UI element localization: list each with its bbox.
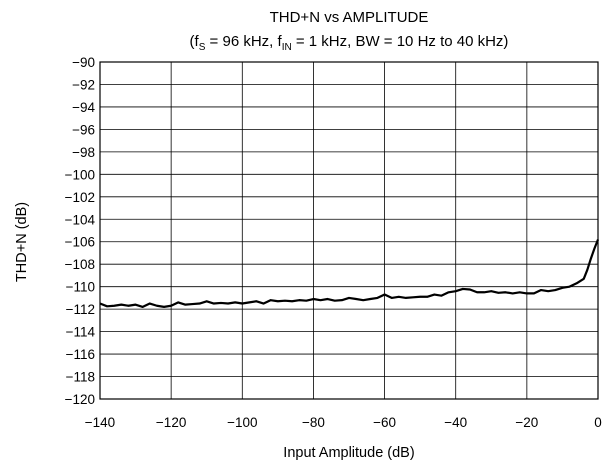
y-tick-label: −96 [72, 122, 95, 137]
x-tick-label: −60 [373, 415, 396, 430]
subtitle-fin-subscript: IN [282, 42, 292, 53]
x-tick-label: −20 [515, 415, 538, 430]
subtitle-open: (f [190, 33, 200, 50]
y-tick-labels: −90 −92 −94 −96 −98 −100 −102 −104 −106 −108 −110 −… [65, 55, 96, 407]
y-tick-label: −92 [72, 77, 95, 92]
y-tick-label: −108 [65, 257, 95, 272]
y-tick-label: −110 [66, 280, 95, 295]
plot-frame [99, 61, 599, 400]
y-axis-label: THD+N (dB) [14, 202, 30, 282]
x-tick-label: −140 [85, 415, 115, 430]
series-line [99, 239, 600, 308]
y-tick-label: −98 [72, 145, 95, 160]
x-tick-label: −100 [227, 415, 257, 430]
y-tick-label: −116 [66, 347, 95, 362]
x-tick-labels: −140 −120 −100 −80 −60 −40 −20 0 [85, 415, 602, 430]
y-tick-label: −120 [65, 392, 95, 407]
series-layer [99, 239, 600, 308]
x-tick-label: −80 [302, 415, 325, 430]
y-tick-label: −104 [65, 212, 96, 227]
y-tick-label: −90 [72, 55, 95, 70]
x-tick-label: −40 [444, 415, 467, 430]
grid [99, 61, 599, 400]
chart-title: THD+N vs AMPLITUDE [270, 9, 429, 26]
subtitle-fs-subscript: S [199, 42, 206, 53]
y-tick-label: −106 [65, 235, 95, 250]
y-tick-label: −118 [66, 370, 95, 385]
subtitle-part1: = 96 kHz, f [205, 33, 282, 50]
y-tick-label: −100 [65, 167, 95, 182]
y-tick-label: −114 [66, 325, 96, 340]
chart-subtitle: (fS = 96 kHz, fIN = 1 kHz, BW = 10 Hz to… [190, 33, 509, 53]
y-tick-label: −102 [65, 190, 95, 205]
subtitle-part2: = 1 kHz, BW = 10 Hz to 40 kHz) [292, 33, 509, 50]
x-tick-label: 0 [594, 415, 602, 430]
x-axis-label: Input Amplitude (dB) [283, 445, 414, 461]
y-tick-label: −112 [66, 302, 95, 317]
x-tick-label: −120 [156, 415, 186, 430]
y-tick-label: −94 [72, 100, 95, 115]
